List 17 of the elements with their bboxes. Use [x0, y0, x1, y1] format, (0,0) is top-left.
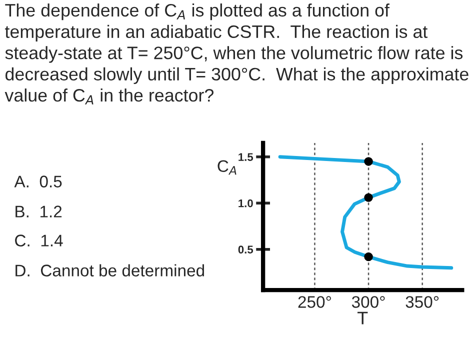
text: B. 1.2	[16, 206, 62, 218]
y-axis-title: C$_{A}$	[218, 160, 236, 175]
point	[364, 157, 373, 166]
x-axis-title: T	[358, 312, 368, 324]
line-series	[278, 155, 454, 270]
point	[364, 252, 373, 262]
text: A. 0.5	[14, 176, 62, 188]
x-tick-label: 350°	[406, 296, 439, 308]
y-tick-label: 1.5	[238, 153, 254, 161]
chart-title: The dependence of C$_{A}$ is plotted as a function of temperature in an adiabatic CSTR. The reaction is at steady-state at T= 250°C, when the volumetric flow rate is decreased slowly until T= 300°C. What is the approximate value of C$_{A}$ in the reactor?	[4, 3, 468, 104]
y-tick-label: 1.0	[238, 199, 253, 208]
text: D. Cannot be determined	[16, 264, 204, 276]
text: C. 1.4	[15, 234, 63, 246]
x-tick-label: 250°	[298, 296, 331, 308]
x-tick-label: 300°	[352, 296, 385, 308]
point	[364, 193, 373, 202]
y-tick-label: 0.5	[238, 246, 254, 254]
